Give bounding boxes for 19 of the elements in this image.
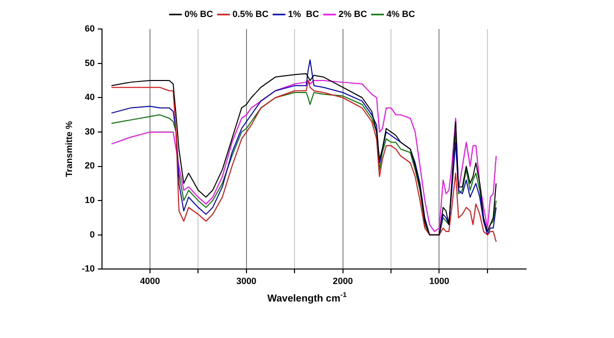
x-tick-label: 2000: [332, 276, 353, 286]
x-axis-title: Wavelength cm$^{-1}$: [266, 292, 348, 304]
y-tick-label: 60: [84, 23, 95, 34]
y-tick-label: 40: [84, 92, 95, 102]
legend-label: 1% BC: [288, 8, 320, 19]
x-tick-label: 4000: [140, 276, 160, 286]
legend-label: 0% BC: [184, 8, 214, 19]
y-tick-label: 20: [84, 160, 95, 171]
y-axis-title: Transmitte %: [64, 121, 74, 178]
y-tick-label: 10: [84, 195, 95, 206]
legend-label: 4% BC: [386, 8, 416, 19]
legend-label: 0.5% BC: [232, 8, 269, 19]
x-tick-label: 3000: [236, 276, 256, 286]
y-tick-label: -10: [82, 264, 95, 274]
legend-label: 2% BC: [338, 8, 368, 19]
y-tick-label: 30: [84, 126, 95, 136]
y-tick-label: 50: [84, 58, 95, 68]
y-tick-label: 0: [90, 229, 95, 240]
x-tick-label: 1000: [429, 276, 450, 286]
